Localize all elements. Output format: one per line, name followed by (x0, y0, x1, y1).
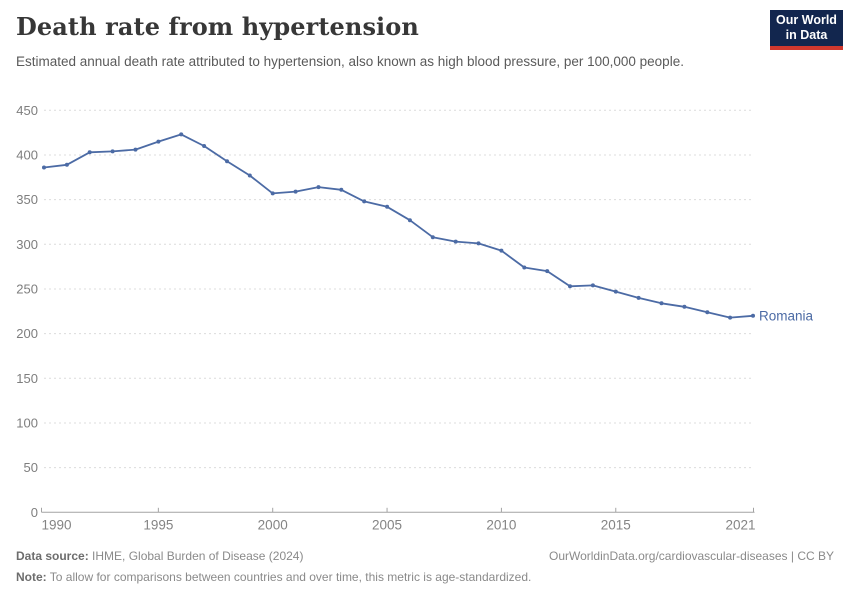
data-point-2001 (293, 189, 298, 194)
data-source-label: Data source: (16, 549, 89, 563)
data-point-2014 (590, 283, 595, 288)
data-point-2011 (522, 265, 527, 270)
data-point-2020 (728, 315, 733, 320)
data-point-2013 (568, 284, 572, 289)
data-point-1996 (179, 132, 184, 137)
data-point-1993 (110, 149, 115, 154)
y-axis-label-300: 300 (16, 237, 38, 252)
credit-link[interactable]: OurWorldinData.org/cardiovascular-diseas… (548, 549, 834, 563)
line-chart: 0 50 100 150 200 250 300 350 400 450 1990 1995 2000 2… (16, 103, 814, 532)
chart-subtitle: Estimated annual death rate attributed t… (16, 54, 684, 69)
data-point-2004 (362, 199, 367, 204)
x-axis-label-2000: 2000 (258, 517, 288, 532)
data-point-2008 (453, 239, 458, 244)
y-axis-label-400: 400 (16, 147, 38, 162)
data-point-2010 (499, 248, 504, 253)
data-point-1997 (202, 144, 207, 148)
x-axis-label-1995: 1995 (143, 517, 173, 532)
data-source-text: IHME, Global Burden of Disease (2024) (88, 549, 304, 563)
data-point-2017 (659, 301, 664, 306)
data-point-2005 (385, 204, 390, 209)
x-axis-label-2021: 2021 (725, 517, 755, 532)
owid-logo-line2: in Data (785, 28, 828, 42)
x-axis-label-1990: 1990 (42, 517, 72, 532)
note-label: Note: (16, 570, 47, 584)
owid-logo[interactable]: Our World in Data (770, 10, 843, 50)
data-point-2015 (613, 289, 618, 294)
data-point-1990 (42, 165, 46, 170)
data-point-2003 (339, 187, 344, 192)
data-point-2012 (545, 269, 550, 274)
data-point-1992 (87, 150, 92, 155)
note: Note: To allow for comparisons between c… (16, 570, 531, 584)
page-title: Death rate from hypertension (16, 12, 419, 41)
data-point-1994 (133, 147, 138, 152)
y-axis-label-250: 250 (16, 281, 38, 296)
x-axis-label-2010: 2010 (486, 517, 516, 532)
y-axis-label-150: 150 (16, 371, 38, 386)
x-axis-label-2005: 2005 (372, 517, 402, 532)
series-end-label: Romania (759, 308, 814, 323)
x-axis-label-2015: 2015 (601, 517, 631, 532)
data-point-1999 (247, 173, 252, 178)
data-point-1998 (225, 159, 229, 164)
y-axis-label-350: 350 (16, 192, 38, 207)
data-point-2000 (270, 191, 275, 196)
data-point-2002 (316, 185, 321, 190)
data-point-1991 (64, 162, 69, 167)
data-point-2018 (682, 304, 687, 309)
note-text: To allow for comparisons between countri… (46, 570, 532, 584)
y-axis-label-0: 0 (31, 505, 38, 520)
data-source: Data source: IHME, Global Burden of Dise… (16, 549, 303, 563)
owid-logo-line1: Our World (776, 12, 837, 27)
data-point-1995 (156, 139, 161, 144)
data-point-2006 (407, 218, 412, 223)
data-point-2021 (751, 313, 755, 318)
y-axis-label-50: 50 (24, 460, 38, 475)
data-point-2007 (430, 235, 435, 240)
y-axis-label-200: 200 (16, 326, 38, 341)
data-point-2009 (476, 241, 481, 246)
series-line-romania (43, 133, 754, 319)
data-point-2016 (636, 295, 641, 300)
y-axis-label-100: 100 (16, 415, 38, 430)
data-point-2019 (705, 310, 710, 315)
y-axis-label-450: 450 (16, 103, 38, 118)
